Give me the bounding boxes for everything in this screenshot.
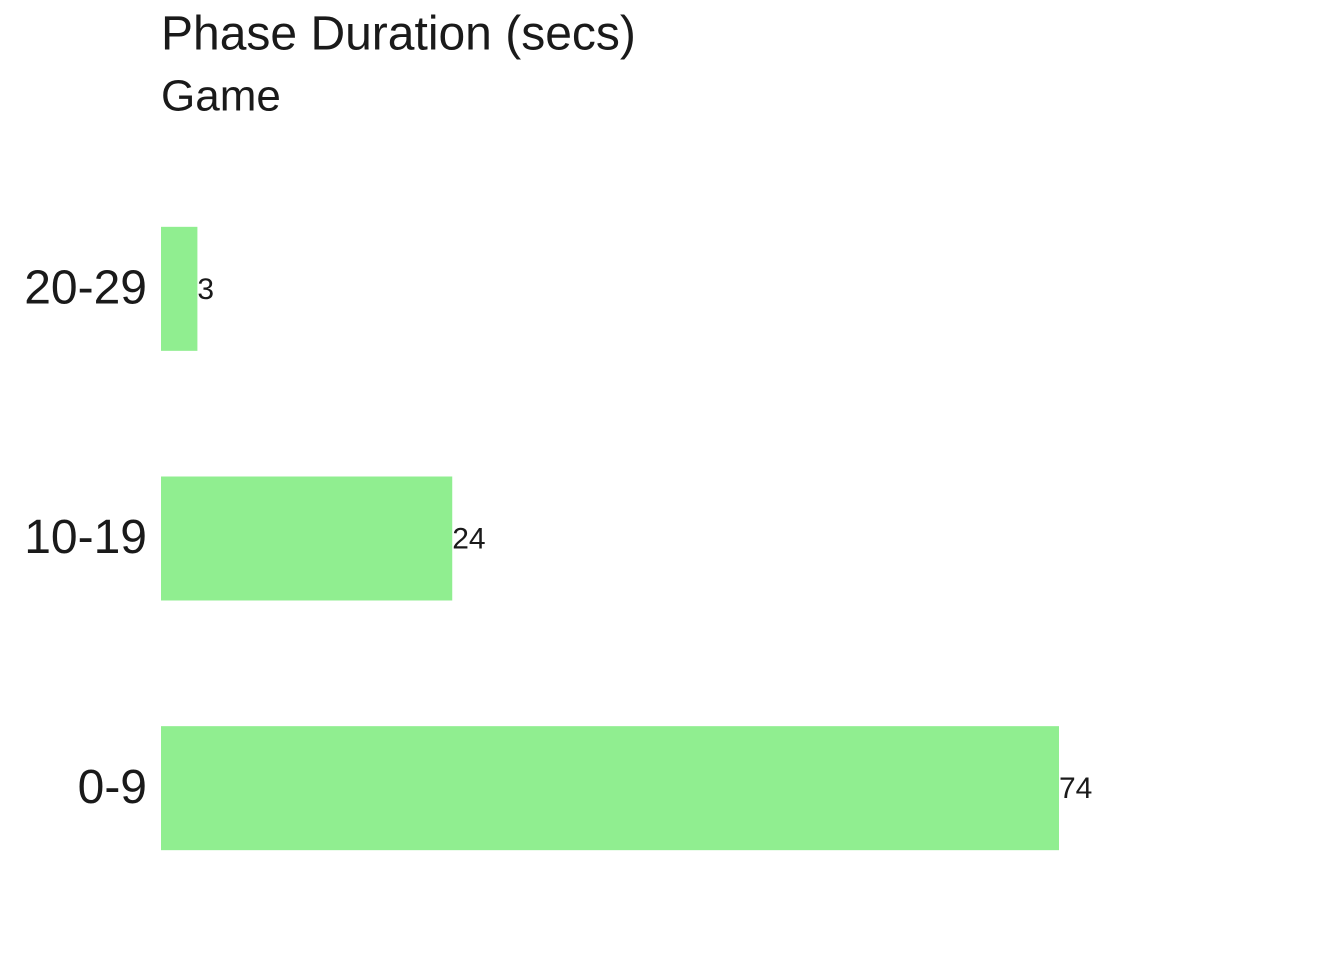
chart-subtitle: Game [161, 72, 281, 121]
value-label: 74 [1059, 772, 1092, 805]
bar [161, 476, 453, 601]
y-tick-label: 0-9 [78, 761, 147, 814]
y-tick-label: 10-19 [24, 511, 147, 564]
bar [161, 226, 198, 351]
bar [161, 726, 1059, 851]
value-label: 3 [197, 273, 214, 306]
y-tick-label: 20-29 [24, 262, 147, 315]
chart-title: Phase Duration (secs) [161, 8, 636, 61]
value-label: 24 [452, 522, 485, 555]
